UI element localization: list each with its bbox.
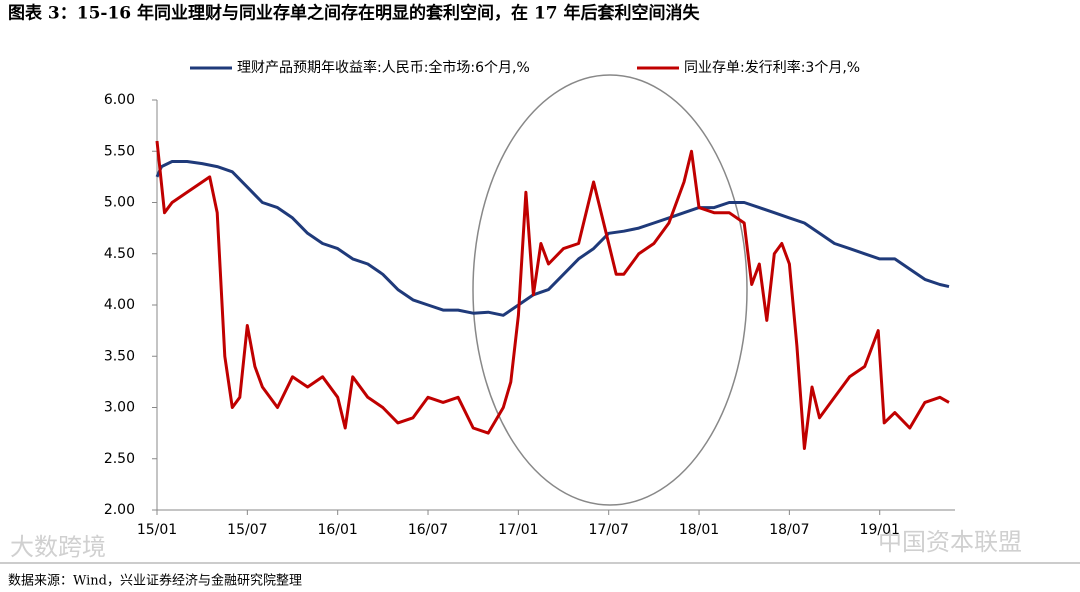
y-tick-label: 4.50 <box>104 246 135 262</box>
y-tick-label: 2.00 <box>104 502 135 518</box>
y-tick-label: 5.50 <box>104 143 135 159</box>
series-line <box>155 140 950 450</box>
x-tick-label: 17/01 <box>498 522 538 538</box>
y-tick-label: 4.00 <box>104 297 135 313</box>
x-tick-label: 16/01 <box>317 522 357 538</box>
highlight-ellipse <box>472 74 748 506</box>
x-tick-label: 15/07 <box>227 522 267 538</box>
x-tick-label: 16/07 <box>408 522 448 538</box>
y-tick-label: 3.50 <box>104 348 135 364</box>
y-tick-label: 6.00 <box>104 92 135 108</box>
x-tick-label: 18/07 <box>769 522 809 538</box>
x-tick-label: 19/01 <box>860 522 900 538</box>
watermark: 中国资本联盟 <box>878 528 1022 556</box>
watermark: 大数跨境 <box>10 533 106 561</box>
source-note: 数据来源：Wind，兴业证券经济与金融研究院整理 <box>8 573 302 589</box>
y-tick-label: 3.00 <box>104 400 135 416</box>
chart-title: 图表 3：15-16 年同业理财与同业存单之间存在明显的套利空间，在 17 年后… <box>8 3 701 24</box>
legend-label: 同业存单:发行利率:3个月,% <box>684 59 860 76</box>
x-tick-label: 18/01 <box>679 522 719 538</box>
y-tick-label: 5.00 <box>104 195 135 211</box>
x-tick-label: 15/01 <box>137 522 177 538</box>
x-tick-label: 17/07 <box>589 522 629 538</box>
y-tick-label: 2.50 <box>104 451 135 467</box>
series-line <box>155 160 950 317</box>
legend-label: 理财产品预期年收益率:人民币:全市场:6个月,% <box>237 59 530 76</box>
